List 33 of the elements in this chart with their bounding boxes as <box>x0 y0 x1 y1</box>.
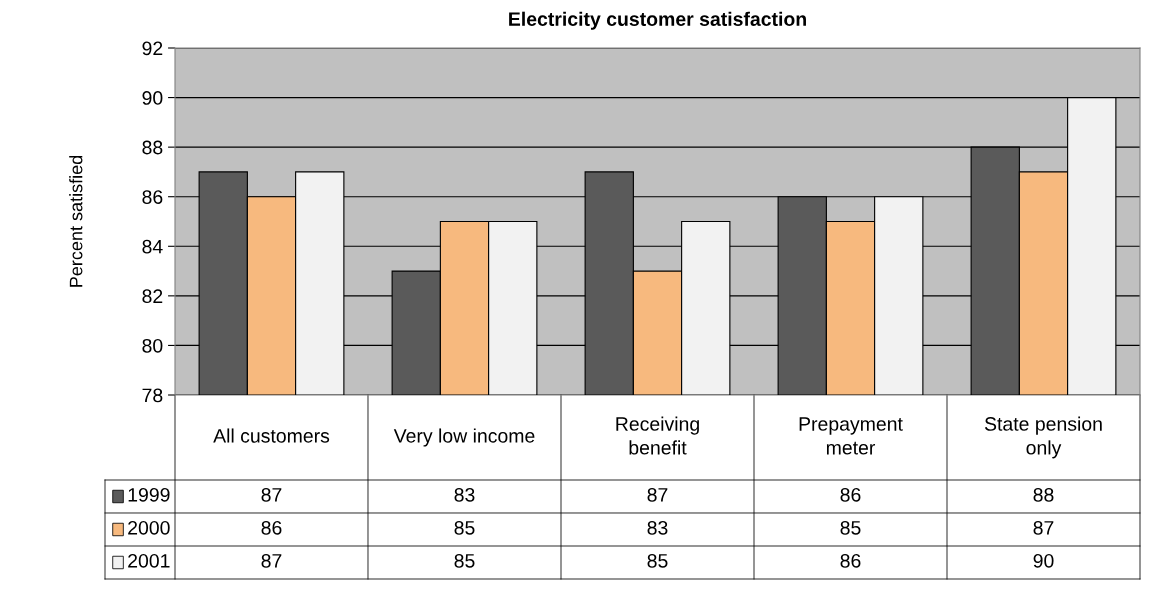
legend-label: 1999 <box>128 487 170 502</box>
data-label: 87 <box>261 487 282 502</box>
y-tick-label: 90 <box>142 91 163 105</box>
data-label: 86 <box>840 553 861 568</box>
y-tick-label: 92 <box>142 41 163 56</box>
data-label: 90 <box>1033 553 1054 568</box>
data-label: 87 <box>1033 520 1054 535</box>
x-tick-label: Very low income <box>393 428 535 447</box>
y-tick-label: 80 <box>142 338 163 353</box>
data-label: 83 <box>647 520 668 535</box>
y-tick-label: 82 <box>142 289 163 304</box>
data-label: 85 <box>647 553 668 568</box>
y-tick-label: 84 <box>142 239 163 254</box>
x-tick-label: State pension only <box>984 416 1102 459</box>
data-label: 87 <box>647 487 668 502</box>
y-tick-label: 78 <box>142 388 163 403</box>
data-label: 85 <box>454 553 475 568</box>
y-axis-title: Percent satisfied <box>69 155 83 287</box>
chart-title: Electricity customer satisfaction <box>509 11 806 30</box>
y-tick-label: 88 <box>142 140 163 155</box>
y-tick-label: 86 <box>142 190 163 204</box>
legend-label: 2000 <box>128 520 170 535</box>
data-label: 85 <box>840 520 861 535</box>
data-label: 86 <box>840 487 861 502</box>
x-tick-label: Prepayment meter <box>799 417 903 455</box>
legend-label: 2001 <box>128 553 170 568</box>
data-label: 87 <box>261 553 282 568</box>
data-label: 88 <box>1033 487 1054 502</box>
data-label: 85 <box>454 520 475 535</box>
x-tick-label: All customers <box>213 428 330 443</box>
x-tick-label: Receiving benefit <box>616 416 699 455</box>
data-label: 86 <box>261 520 282 535</box>
data-label: 83 <box>454 487 475 502</box>
